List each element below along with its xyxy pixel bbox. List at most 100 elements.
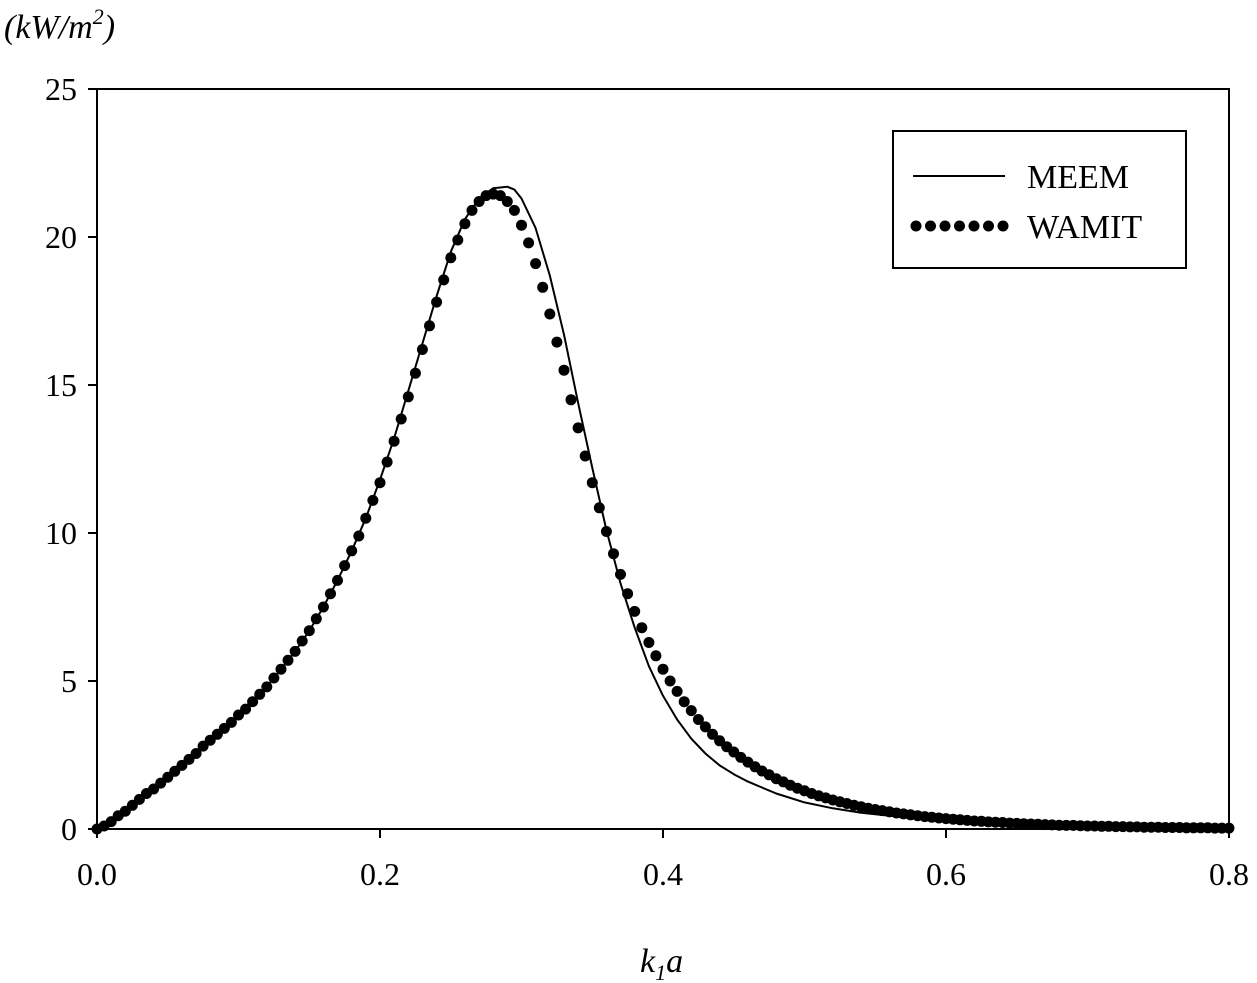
data-point-wamit — [395, 413, 407, 425]
y-axis: 0 5 10 15 20 25 — [45, 71, 97, 847]
data-point-wamit — [353, 530, 365, 542]
data-point-wamit — [664, 675, 676, 687]
x-tick-label: 0.4 — [643, 856, 683, 892]
data-point-wamit — [402, 391, 414, 403]
legend-dot — [954, 220, 965, 232]
data-point-wamit — [431, 296, 443, 308]
data-point-wamit — [523, 237, 535, 249]
data-point-wamit — [678, 696, 690, 708]
x-axis-title: k1a — [640, 943, 683, 983]
y-tick-label: 15 — [45, 367, 77, 403]
y-tick-label: 0 — [61, 811, 77, 847]
data-point-wamit — [508, 204, 520, 216]
legend-label-meem: MEEM — [1027, 159, 1129, 196]
y-axis-title: (kW/m2) — [4, 4, 115, 46]
x-axis-title-tail: a — [666, 943, 683, 980]
data-point-wamit — [409, 367, 421, 379]
data-point-wamit — [622, 588, 634, 600]
plot-area — [91, 88, 1235, 835]
legend-dot — [968, 220, 980, 232]
legend-dot — [910, 220, 922, 232]
y-tick-label: 5 — [61, 663, 77, 699]
series-line-meem — [96, 185, 1230, 830]
data-point-wamit — [466, 204, 478, 216]
data-point-wamit — [685, 705, 697, 717]
data-point-wamit — [537, 281, 549, 293]
legend-swatch-wamit — [910, 220, 1009, 232]
legend-dot — [983, 220, 994, 232]
data-point-wamit — [629, 605, 641, 617]
data-point-wamit — [310, 613, 322, 625]
legend: MEEM WAMIT — [892, 130, 1187, 269]
data-point-wamit — [452, 234, 464, 246]
x-tick-label: 0.8 — [1209, 856, 1249, 892]
data-point-wamit — [289, 645, 301, 657]
x-tick-label: 0.6 — [926, 856, 966, 892]
x-tick-label: 0.0 — [77, 856, 117, 892]
data-point-wamit — [388, 435, 400, 447]
data-point-wamit — [360, 512, 372, 524]
y-axis-title-sup: 2 — [93, 4, 104, 29]
data-point-wamit — [643, 637, 655, 648]
data-point-wamit — [636, 622, 648, 634]
data-point-wamit — [558, 364, 570, 376]
data-point-wamit — [650, 650, 662, 662]
legend-label-wamit: WAMIT — [1027, 209, 1142, 246]
legend-dot — [925, 220, 936, 232]
data-point-wamit — [339, 560, 351, 572]
x-axis-title-sub: 1 — [655, 960, 666, 983]
legend-dot — [997, 220, 1009, 232]
y-axis-title-close: ) — [102, 9, 115, 46]
data-point-wamit — [254, 688, 266, 700]
data-point-wamit — [530, 258, 542, 270]
data-point-wamit — [424, 320, 435, 332]
data-point-wamit — [325, 588, 336, 600]
data-point-wamit — [268, 672, 280, 684]
data-point-wamit — [692, 714, 704, 725]
data-point-wamit — [374, 477, 386, 489]
legend-dot — [939, 220, 951, 232]
data-point-wamit — [459, 218, 471, 230]
data-point-wamit — [671, 685, 683, 697]
y-tick-label: 10 — [45, 515, 77, 551]
data-point-wamit — [551, 336, 563, 348]
y-tick-label: 25 — [45, 71, 77, 107]
x-axis: 0.0 0.2 0.4 0.6 0.8 — [77, 829, 1249, 892]
x-axis-title-base: k — [640, 943, 656, 980]
data-point-wamit — [657, 663, 669, 675]
data-point-wamit — [346, 545, 358, 557]
data-point-wamit — [600, 526, 612, 537]
data-point-wamit — [579, 450, 591, 462]
data-point-wamit — [586, 477, 598, 489]
data-point-wamit — [501, 196, 513, 207]
data-point-wamit — [367, 494, 379, 506]
data-point-wamit — [572, 422, 584, 434]
data-point-wamit — [416, 344, 428, 355]
data-point-wamit — [296, 635, 308, 647]
data-point-wamit — [593, 502, 605, 514]
data-point-wamit — [699, 721, 711, 733]
data-point-wamit — [275, 663, 287, 675]
data-point-wamit — [608, 548, 619, 560]
data-point-wamit — [247, 696, 259, 708]
data-point-wamit — [615, 568, 626, 580]
data-point-wamit — [303, 625, 315, 637]
data-point-wamit — [707, 728, 718, 740]
legend-box — [892, 130, 1187, 269]
data-point-wamit — [438, 274, 450, 286]
data-point-wamit — [332, 574, 343, 586]
x-tick-label: 0.2 — [360, 856, 400, 892]
data-point-wamit — [261, 681, 273, 693]
data-point-wamit — [1223, 822, 1235, 834]
data-point-wamit — [516, 219, 527, 231]
data-point-wamit — [225, 716, 237, 728]
data-point-wamit — [565, 394, 577, 406]
y-tick-label: 20 — [45, 219, 77, 255]
data-point-wamit — [190, 748, 202, 759]
data-point-wamit — [282, 654, 294, 666]
y-axis-title-text: (kW/m — [4, 9, 93, 46]
data-point-wamit — [381, 456, 393, 468]
data-point-wamit — [544, 308, 556, 320]
data-point-wamit — [445, 252, 457, 264]
